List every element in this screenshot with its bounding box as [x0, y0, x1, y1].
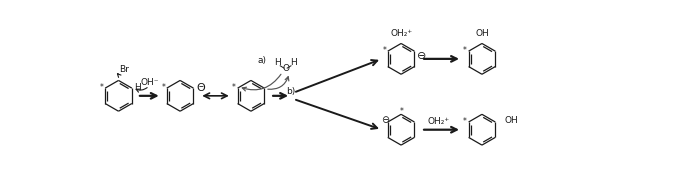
Text: b): b)	[286, 88, 295, 96]
Text: ⊖: ⊖	[382, 115, 389, 125]
Text: ⊖: ⊖	[417, 51, 427, 61]
Text: H: H	[134, 83, 141, 92]
Text: OH⁻: OH⁻	[140, 78, 159, 87]
Text: OH₂⁺: OH₂⁺	[390, 29, 412, 38]
Text: Θ: Θ	[196, 83, 205, 93]
Text: Br: Br	[119, 65, 130, 74]
Text: *: *	[400, 107, 404, 116]
Text: *: *	[232, 83, 236, 92]
Text: *: *	[162, 83, 165, 92]
Text: OH: OH	[505, 116, 518, 125]
Text: *: *	[463, 117, 467, 126]
Text: a): a)	[258, 56, 267, 65]
Text: H: H	[290, 58, 297, 67]
Text: O: O	[282, 64, 289, 73]
Text: *: *	[463, 46, 467, 55]
Text: H: H	[274, 58, 281, 67]
Text: *: *	[100, 83, 104, 92]
Text: *: *	[382, 46, 386, 55]
Text: OH: OH	[475, 29, 489, 38]
Text: OH₂⁺: OH₂⁺	[428, 117, 449, 126]
